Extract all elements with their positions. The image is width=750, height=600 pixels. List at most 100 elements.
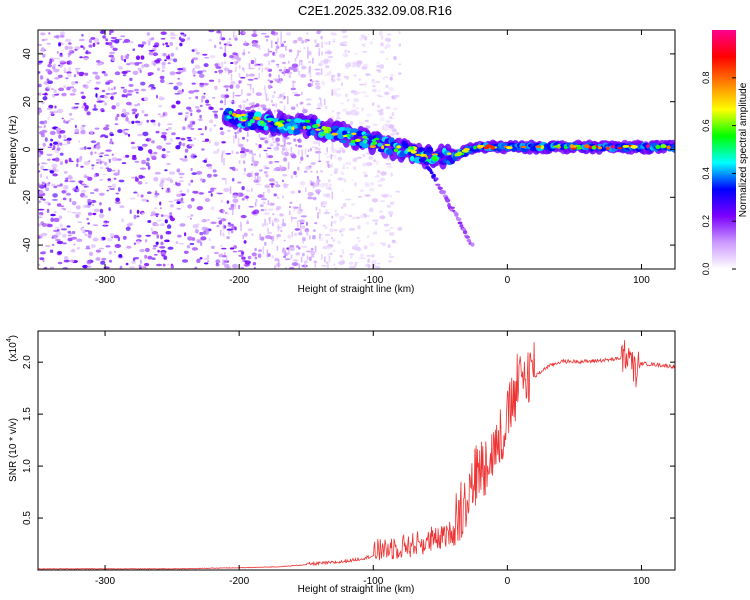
noise-streak (257, 176, 259, 183)
noise-speckle (159, 182, 164, 188)
noise-streak (318, 140, 320, 147)
noise-speckle (300, 156, 304, 161)
noise-speckle (247, 51, 251, 54)
noise-speckle (212, 174, 218, 177)
signal-core (331, 132, 338, 136)
noise-speckle (169, 41, 173, 46)
noise-speckle (44, 183, 47, 188)
noise-speckle (68, 42, 72, 45)
signal-core (315, 128, 322, 131)
noise-speckle (240, 214, 247, 219)
noise-speckle (370, 181, 374, 186)
spectrogram-x-tick-label: -200 (229, 275, 249, 286)
noise-streak (267, 227, 269, 233)
noise-speckle (276, 64, 280, 69)
noise-streak (295, 175, 298, 178)
noise-speckle (47, 63, 52, 68)
signal-blob (316, 118, 321, 126)
noise-streak (280, 31, 282, 38)
noise-speckle (365, 125, 371, 129)
noise-speckle (153, 61, 156, 67)
noise-speckle (41, 251, 46, 254)
noise-streak (309, 72, 312, 78)
noise-speckle (38, 143, 41, 146)
noise-speckle (196, 206, 204, 211)
noise-speckle (388, 255, 395, 258)
noise-speckle (98, 247, 105, 250)
noise-speckle (167, 62, 171, 65)
noise-speckle (58, 87, 65, 92)
noise-speckle (166, 150, 171, 153)
noise-speckle (320, 60, 323, 63)
noise-speckle (368, 242, 375, 247)
noise-streak (277, 37, 279, 43)
noise-streak (267, 48, 270, 56)
noise-speckle (318, 237, 324, 242)
noise-speckle (337, 177, 344, 181)
noise-streak (330, 154, 333, 160)
noise-streak (258, 67, 261, 71)
noise-speckle (54, 157, 60, 162)
noise-speckle (138, 62, 143, 64)
noise-speckle (196, 171, 203, 175)
noise-speckle (199, 114, 202, 119)
noise-speckle (158, 96, 164, 101)
noise-speckle (52, 173, 58, 177)
signal-core (490, 145, 495, 150)
noise-speckle (191, 247, 199, 251)
noise-speckle (91, 167, 94, 170)
noise-speckle (160, 241, 164, 246)
noise-speckle (336, 111, 341, 115)
noise-speckle (230, 230, 234, 234)
noise-speckle (385, 106, 391, 110)
noise-speckle (245, 73, 249, 77)
noise-speckle (286, 32, 292, 36)
noise-speckle (290, 87, 296, 91)
noise-speckle (141, 44, 145, 47)
noise-speckle (348, 214, 353, 218)
noise-speckle (166, 224, 172, 229)
noise-speckle (137, 67, 141, 71)
noise-speckle (53, 210, 57, 214)
noise-speckle (51, 184, 56, 187)
noise-speckle (268, 134, 272, 139)
noise-speckle (117, 129, 123, 134)
noise-speckle (69, 112, 73, 116)
noise-speckle (167, 263, 170, 266)
noise-speckle (300, 215, 307, 218)
snr-series (38, 340, 675, 570)
noise-speckle (262, 107, 267, 111)
noise-speckle (109, 32, 112, 36)
noise-speckle (100, 238, 103, 242)
noise-speckle (147, 255, 153, 260)
noise-speckle (104, 102, 107, 106)
noise-speckle (176, 193, 182, 197)
noise-streak (232, 210, 234, 216)
noise-speckle (269, 183, 275, 186)
noise-streak (312, 181, 315, 189)
noise-streak (261, 67, 264, 73)
noise-speckle (156, 263, 162, 267)
noise-speckle (382, 126, 389, 132)
noise-speckle (280, 145, 285, 147)
noise-speckle (323, 58, 329, 63)
noise-speckle (76, 247, 81, 250)
noise-streak (254, 57, 257, 66)
noise-speckle (249, 67, 255, 70)
noise-streak (306, 255, 309, 260)
noise-speckle (117, 169, 120, 174)
noise-speckle (323, 153, 328, 155)
noise-streak (298, 61, 301, 66)
signal-core (483, 146, 490, 150)
noise-speckle (280, 229, 283, 233)
noise-speckle (324, 226, 328, 230)
noise-speckle (188, 97, 192, 100)
noise-speckle (251, 33, 258, 38)
snr-line (38, 340, 675, 570)
noise-speckle (205, 157, 208, 161)
noise-speckle (78, 71, 85, 76)
noise-speckle (258, 249, 262, 252)
noise-speckle (122, 129, 126, 134)
noise-speckle (260, 104, 267, 108)
noise-speckle (215, 263, 220, 267)
